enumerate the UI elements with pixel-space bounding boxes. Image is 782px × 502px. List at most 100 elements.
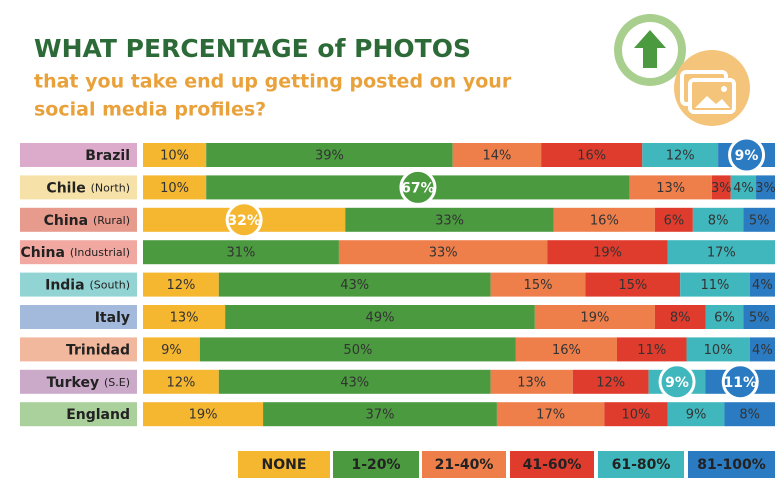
legend-label: 41-60% — [523, 457, 582, 473]
bar-segment — [667, 402, 725, 427]
value-label: 11% — [723, 375, 757, 391]
value-label: 6% — [664, 213, 685, 228]
chart-subtitle: social media profiles? — [34, 99, 266, 121]
value-label: 4% — [733, 181, 754, 196]
category-box — [20, 175, 137, 200]
value-label: 8% — [670, 311, 691, 326]
category-box — [20, 305, 137, 329]
bar-segment — [199, 337, 516, 362]
bar-segment — [686, 337, 750, 362]
value-label: 9% — [665, 375, 689, 391]
value-label: 16% — [577, 149, 606, 164]
value-label: 10% — [704, 343, 733, 358]
value-label: 12% — [596, 375, 625, 390]
value-label: 13% — [656, 181, 685, 196]
value-label: 43% — [340, 375, 369, 390]
category-name: Chile — [46, 180, 85, 196]
value-label: 12% — [166, 375, 195, 390]
bar-segment — [541, 143, 643, 167]
bar-segment — [585, 272, 681, 297]
bar-segment — [143, 305, 226, 329]
value-label: 39% — [315, 149, 344, 164]
value-label: 16% — [590, 213, 619, 228]
bar-segment — [705, 305, 744, 329]
category-label: Chile (North) — [46, 180, 130, 196]
value-label: 32% — [227, 213, 261, 229]
category-label: Brazil — [85, 148, 130, 164]
value-label: 9% — [161, 343, 182, 358]
bar-segment — [654, 207, 693, 232]
bar-segment — [617, 337, 687, 362]
value-label: 67% — [401, 180, 435, 196]
bar-segment — [692, 207, 744, 232]
value-label: 13% — [517, 375, 546, 390]
value-label: 5% — [749, 213, 770, 228]
bar-segment — [749, 337, 775, 362]
value-label: 10% — [622, 408, 651, 423]
legend-label: 81-100% — [697, 457, 766, 473]
legend-label: 21-40% — [435, 457, 494, 473]
category-name: Trinidad — [66, 342, 130, 358]
bar-segment — [654, 305, 706, 329]
value-label: 37% — [366, 408, 395, 423]
category-box — [20, 207, 137, 232]
bar-segment — [743, 305, 775, 329]
bar-segment — [143, 143, 207, 167]
category-box — [20, 337, 137, 362]
value-label: 10% — [160, 149, 189, 164]
bar-segment — [515, 337, 617, 362]
bar-segment — [218, 369, 491, 394]
value-label: 15% — [524, 278, 553, 293]
bar-segment — [452, 143, 542, 167]
value-label: 3% — [755, 181, 776, 196]
bar-segment — [572, 369, 649, 394]
value-label: 8% — [708, 213, 729, 228]
value-label: 50% — [343, 343, 372, 358]
bar-segment — [724, 402, 775, 427]
bar-segment — [711, 175, 731, 200]
highlight-circle — [225, 201, 263, 239]
highlight-circle — [399, 168, 437, 206]
legend-label: 1-20% — [351, 457, 400, 473]
value-label: 43% — [340, 278, 369, 293]
chart-subtitle: that you take end up getting posted on y… — [34, 71, 512, 93]
bar-segment — [143, 240, 339, 265]
bar-segment — [143, 175, 207, 200]
category-label: Trinidad — [66, 342, 130, 358]
bar-segment — [206, 143, 453, 167]
bar-segment — [490, 369, 573, 394]
bar-segment — [496, 402, 605, 427]
value-label: 19% — [580, 311, 609, 326]
bar-segment — [730, 175, 757, 200]
category-label: China (Industrial) — [20, 245, 130, 261]
value-label: 4% — [752, 343, 773, 358]
icon — [614, 14, 750, 126]
legend-swatch — [333, 451, 419, 478]
bar-segment — [218, 272, 491, 297]
category-box — [20, 240, 137, 265]
bar-segment — [263, 402, 497, 427]
bar-segment — [143, 402, 264, 427]
category-box — [20, 369, 137, 394]
category-label: England — [66, 407, 130, 423]
value-label: 16% — [552, 343, 581, 358]
value-label: 12% — [166, 278, 195, 293]
category-box — [20, 272, 137, 297]
category-label: India (South) — [45, 278, 130, 294]
value-label: 31% — [227, 246, 256, 261]
value-label: 11% — [701, 278, 730, 293]
category-name: Italy — [95, 310, 130, 326]
category-name: Brazil — [85, 148, 130, 164]
category-name: China — [20, 245, 64, 261]
bar-segment — [604, 402, 668, 427]
value-label: 12% — [666, 149, 695, 164]
category-box — [20, 402, 137, 427]
value-label: 11% — [637, 343, 666, 358]
highlight-circle — [721, 363, 759, 401]
value-label: 49% — [366, 311, 395, 326]
value-label: 33% — [435, 213, 464, 228]
value-label: 8% — [739, 408, 760, 423]
value-label: 9% — [735, 148, 759, 164]
bar-segment — [143, 272, 219, 297]
legend-swatch — [238, 451, 330, 478]
